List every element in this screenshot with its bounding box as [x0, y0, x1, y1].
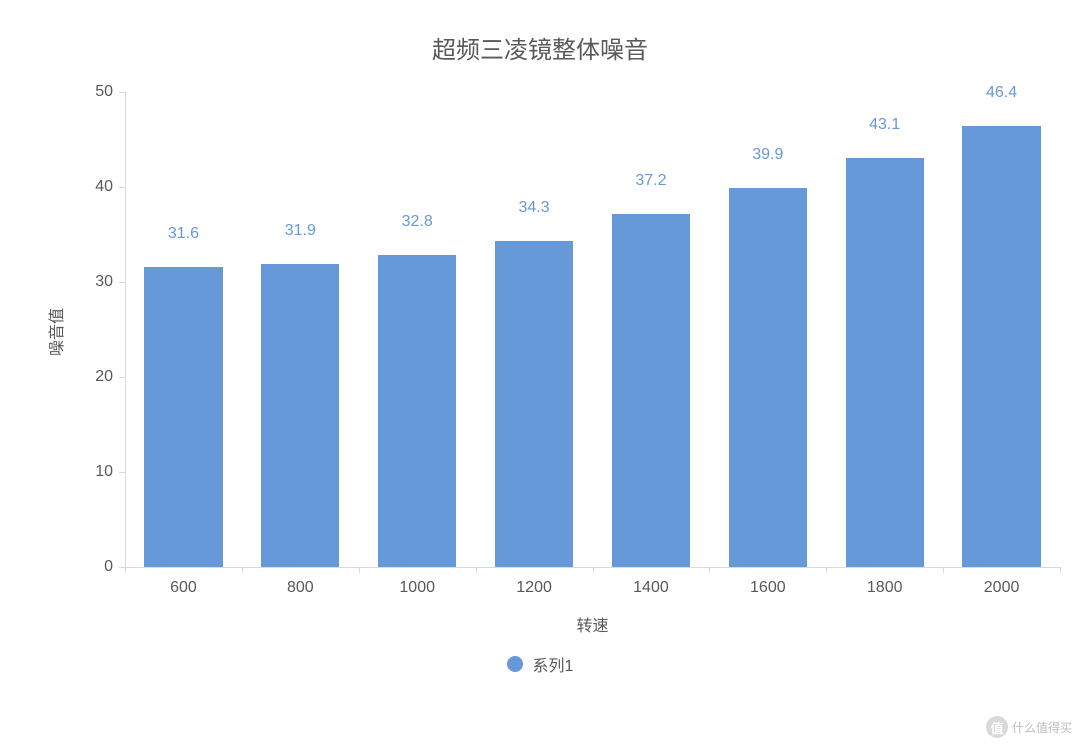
chart-title: 超频三凌镜整体噪音: [0, 30, 1080, 65]
y-tick: [119, 472, 125, 473]
y-tick: [119, 282, 125, 283]
y-axis-label: 噪音值: [43, 282, 67, 382]
y-tick: [119, 187, 125, 188]
y-tick: [119, 377, 125, 378]
bar: [144, 267, 222, 567]
bar-value-label: 31.9: [285, 222, 316, 240]
y-tick-label: 50: [95, 83, 113, 101]
x-tick-label: 1200: [516, 579, 552, 597]
x-tick: [1060, 567, 1061, 573]
x-tick-label: 1600: [750, 579, 786, 597]
bar-value-label: 34.3: [518, 199, 549, 217]
x-tick: [476, 567, 477, 573]
legend: 系列1: [0, 652, 1080, 676]
x-tick: [826, 567, 827, 573]
x-tick: [943, 567, 944, 573]
bar-value-label: 43.1: [869, 116, 900, 134]
bar-value-label: 31.6: [168, 225, 199, 243]
bar-value-label: 32.8: [402, 213, 433, 231]
y-tick-label: 0: [104, 558, 113, 576]
x-tick-label: 1000: [399, 579, 435, 597]
bar-value-label: 46.4: [986, 84, 1017, 102]
bar: [962, 126, 1040, 567]
x-axis-label: 转速: [125, 612, 1060, 636]
bar: [612, 214, 690, 567]
x-tick-label: 600: [170, 579, 197, 597]
x-tick: [709, 567, 710, 573]
legend-swatch: [507, 656, 523, 672]
bar: [495, 241, 573, 567]
x-tick: [125, 567, 126, 573]
bar-chart: 超频三凌镜整体噪音 噪音值 01020304050 60080010001200…: [0, 0, 1080, 744]
y-tick-label: 30: [95, 273, 113, 291]
bar-value-label: 39.9: [752, 146, 783, 164]
y-tick-label: 10: [95, 463, 113, 481]
x-tick-label: 1800: [867, 579, 903, 597]
y-tick-label: 20: [95, 368, 113, 386]
y-axis-line: [125, 92, 126, 567]
legend-label: 系列1: [533, 652, 574, 676]
bar: [378, 255, 456, 567]
x-tick-label: 800: [287, 579, 314, 597]
bar: [846, 158, 924, 567]
watermark-badge: 值: [986, 716, 1008, 738]
x-tick: [242, 567, 243, 573]
watermark-text: 什么值得买: [1012, 719, 1072, 736]
x-tick: [359, 567, 360, 573]
bar-value-label: 37.2: [635, 172, 666, 190]
plot-area: 01020304050 6008001000120014001600180020…: [125, 92, 1060, 567]
watermark: 值 什么值得买: [986, 716, 1072, 738]
bar: [261, 264, 339, 567]
bar: [729, 188, 807, 567]
x-tick: [593, 567, 594, 573]
x-tick-label: 1400: [633, 579, 669, 597]
y-tick-label: 40: [95, 178, 113, 196]
y-tick: [119, 92, 125, 93]
x-tick-label: 2000: [984, 579, 1020, 597]
